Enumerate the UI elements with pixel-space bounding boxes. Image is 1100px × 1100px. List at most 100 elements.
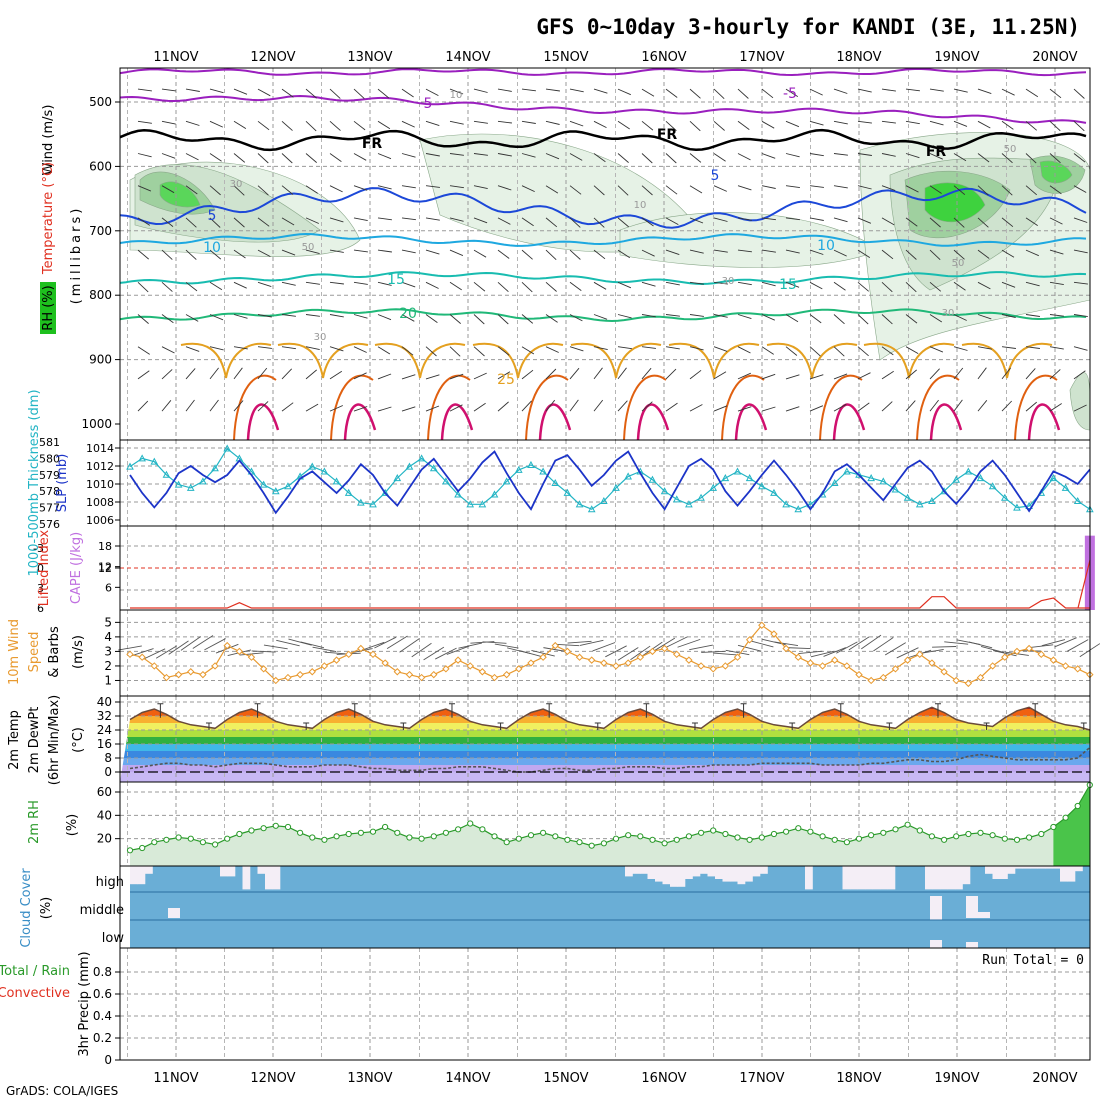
- wind-barb: [543, 647, 568, 653]
- contour-label: 30: [314, 332, 327, 343]
- wind-tick-label: 2: [104, 659, 112, 673]
- wind-barb: [257, 401, 269, 412]
- temp-band: [120, 730, 1090, 737]
- rh-point: [321, 836, 328, 843]
- wind-speed-point: [162, 673, 171, 682]
- thickness-point: [672, 495, 681, 503]
- wind-barb: [161, 369, 173, 380]
- wind-speed-point: [308, 668, 316, 676]
- cloud-gap: [220, 866, 228, 877]
- rh2m-panel: 60 40 20: [97, 781, 1093, 867]
- wind-barb: [497, 281, 509, 293]
- wind-barb: [425, 405, 440, 412]
- rh-point: [1013, 836, 1021, 843]
- wind-speed-point: [502, 670, 511, 679]
- wind-barb: [185, 88, 200, 92]
- cloud-gap: [1022, 866, 1031, 869]
- wind-barb: [737, 406, 752, 412]
- rh-point: [126, 847, 134, 854]
- wind-barb: [257, 346, 272, 349]
- wind-barb: [977, 314, 992, 320]
- wind-speed-point: [539, 653, 547, 661]
- temp-ylabel-unit: (°C): [71, 727, 86, 753]
- wind-barb: [785, 249, 800, 254]
- cloud-gap: [632, 866, 641, 874]
- wind-barb: [569, 249, 581, 260]
- rh-point: [491, 833, 498, 840]
- wind-barb: [929, 281, 942, 292]
- wind-speed-point: [490, 673, 499, 682]
- cloud-gap: [685, 866, 693, 879]
- bottom-day-label: 16NOV: [641, 1071, 686, 1086]
- wind-barb: [545, 153, 560, 160]
- rh-point: [673, 836, 680, 843]
- wind-barb: [305, 120, 317, 132]
- wind-barb: [545, 185, 559, 194]
- wind-barb: [905, 400, 916, 412]
- wind-barb: [1001, 153, 1013, 164]
- contour-line: [525, 374, 569, 441]
- wind-barb: [425, 314, 438, 323]
- wind-speed-point: [199, 670, 207, 679]
- contour-line: [330, 374, 374, 441]
- thickness-point: [211, 464, 219, 472]
- thickness-line: [129, 447, 1091, 510]
- slp-tick-label: 1012: [86, 460, 114, 473]
- wind-barb: [593, 367, 603, 380]
- contour-line: [277, 342, 369, 379]
- wind-barb: [185, 368, 196, 380]
- thickness-point: [174, 480, 183, 488]
- wind-barb: [449, 346, 461, 357]
- wind-barb: [761, 314, 775, 321]
- rh-point: [977, 829, 984, 836]
- rh-point: [540, 829, 547, 836]
- wind-barb: [761, 120, 775, 129]
- thickness-point: [429, 464, 438, 472]
- wind-speed-point: [320, 662, 329, 670]
- cape-tick-label: 18: [98, 540, 112, 553]
- wind-barb: [617, 217, 629, 228]
- wind-barb: [713, 281, 728, 285]
- wind-barb: [305, 369, 317, 380]
- wind-speed-point: [466, 662, 474, 670]
- precip-ylabel-a: Total / Rain: [0, 964, 70, 979]
- rh-point: [479, 826, 486, 833]
- wind-barb: [977, 185, 989, 196]
- cloud-gap: [880, 866, 888, 890]
- wind-barb: [185, 217, 197, 228]
- wind-barb: [1025, 401, 1037, 412]
- wind-barb: [1001, 367, 1011, 380]
- wind-barb: [929, 217, 941, 228]
- wind-barb: [185, 120, 200, 126]
- wind-barb: [257, 281, 272, 288]
- thickness-point: [1025, 501, 1033, 509]
- wind-barb: [737, 314, 752, 320]
- wind-barb: [665, 120, 677, 132]
- wind-speed-point: [563, 647, 572, 656]
- wind-barb: [1025, 153, 1037, 164]
- rh-point: [297, 829, 304, 836]
- wind-speed-point: [660, 644, 669, 653]
- wind-barb: [180, 636, 201, 651]
- rh-point: [248, 827, 255, 834]
- wind-barb: [1073, 281, 1088, 285]
- wind-barb: [665, 346, 680, 350]
- wind-barb: [521, 249, 533, 260]
- wind-barb: [809, 314, 822, 324]
- wind-barb: [953, 185, 966, 195]
- rh-point: [576, 839, 583, 846]
- cloud-gap: [1052, 866, 1061, 869]
- cloud-gap: [925, 866, 933, 890]
- contour-line: [819, 374, 863, 441]
- wind-barb: [785, 281, 800, 288]
- wind-barb: [425, 217, 440, 221]
- wind-barb: [785, 217, 800, 221]
- wind-barb: [569, 217, 581, 228]
- wind-barb: [665, 153, 677, 164]
- wind-speed-point: [1037, 650, 1045, 659]
- wind-barb: [305, 217, 319, 224]
- wind-barb: [473, 249, 487, 258]
- wind-barb: [833, 88, 848, 94]
- wind-barb: [977, 281, 991, 290]
- wind-barb: [857, 281, 869, 292]
